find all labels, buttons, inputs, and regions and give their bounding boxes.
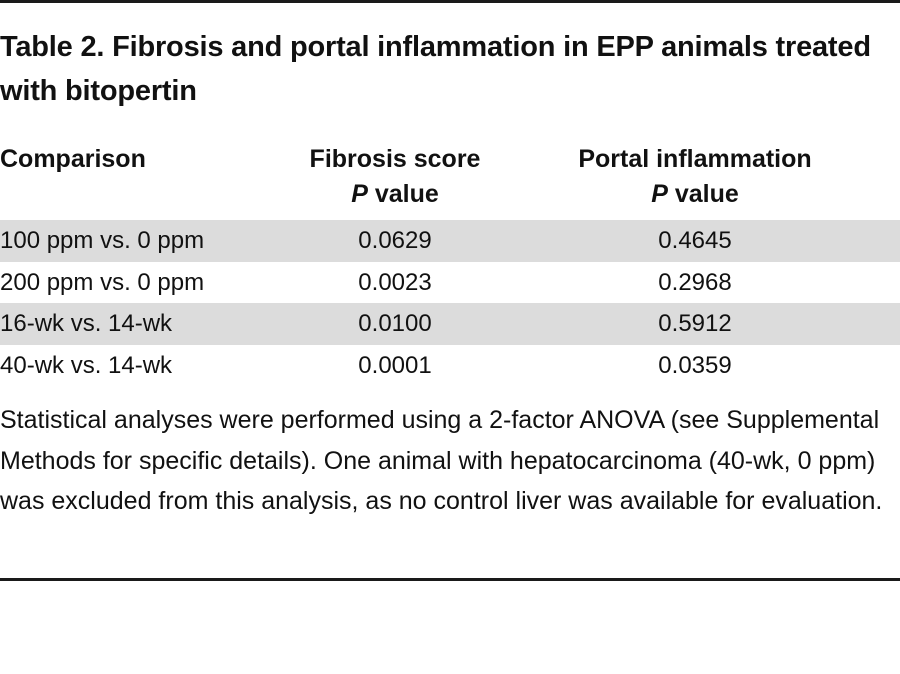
- table-body: 100 ppm vs. 0 ppm 0.0629 0.4645 200 ppm …: [0, 220, 900, 386]
- results-table: Comparison Fibrosis score P value Portal…: [0, 142, 900, 386]
- top-rule: [0, 0, 900, 3]
- header-portal-label: Portal inflammation: [578, 145, 812, 173]
- cell-fibrosis: 0.0629: [300, 220, 490, 262]
- header-fibrosis: Fibrosis score P value: [300, 142, 490, 220]
- table-footnote: Statistical analyses were performed usin…: [0, 406, 883, 515]
- header-portal-pvalue: P value: [651, 180, 739, 208]
- table-row: 100 ppm vs. 0 ppm 0.0629 0.4645: [0, 220, 900, 262]
- table-row: 40-wk vs. 14-wk 0.0001 0.0359: [0, 345, 900, 387]
- cell-portal: 0.5912: [490, 303, 900, 345]
- cell-portal: 0.4645: [490, 220, 900, 262]
- cell-comparison: 40-wk vs. 14-wk: [0, 351, 173, 379]
- table-row: 200 ppm vs. 0 ppm 0.0023 0.2968: [0, 262, 900, 304]
- header-fibrosis-pvalue: P value: [351, 180, 439, 208]
- header-portal: Portal inflammation P value: [490, 142, 900, 220]
- table-header: Comparison Fibrosis score P value Portal…: [0, 142, 900, 220]
- cell-comparison: 100 ppm vs. 0 ppm: [0, 220, 300, 262]
- cell-comparison: 200 ppm vs. 0 ppm: [0, 268, 205, 296]
- header-comparison-label: Comparison: [0, 145, 146, 173]
- cell-fibrosis: 0.0023: [358, 268, 432, 296]
- bottom-rule: [0, 578, 900, 581]
- table-title: Table 2. Fibrosis and portal inflammatio…: [0, 31, 871, 107]
- header-row: Comparison Fibrosis score P value Portal…: [0, 142, 900, 220]
- cell-comparison: 16-wk vs. 14-wk: [0, 303, 300, 345]
- table-row: 16-wk vs. 14-wk 0.0100 0.5912: [0, 303, 900, 345]
- header-comparison: Comparison: [0, 142, 300, 220]
- cell-portal: 0.0359: [658, 351, 732, 379]
- cell-fibrosis: 0.0001: [358, 351, 432, 379]
- cell-fibrosis: 0.0100: [300, 303, 490, 345]
- header-fibrosis-label: Fibrosis score: [309, 145, 481, 173]
- cell-portal: 0.2968: [658, 268, 732, 296]
